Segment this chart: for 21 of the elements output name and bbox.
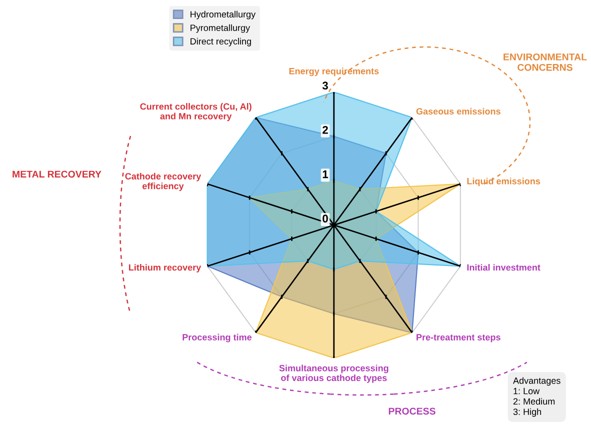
legend-label: Direct recycling (190, 38, 251, 46)
spoke-label: Gaseous emissions (416, 108, 500, 115)
spoke-label: Energy requirements (289, 68, 379, 76)
y-tick-label: 2 (322, 126, 328, 134)
legend-label: Pyrometallurgy (190, 24, 250, 33)
text: ENVIRONMENTAL CONCERNS (504, 53, 587, 71)
spoke-label: Pre-treatment steps (416, 334, 500, 342)
legend-label: Hydrometallurgy (190, 10, 256, 20)
spoke-label: Processing time (182, 334, 252, 342)
spoke-label: Initial investment (467, 264, 540, 271)
text: PROCESS (388, 408, 436, 415)
y-tick-label: 0 (322, 214, 328, 222)
y-tick-label: 1 (322, 170, 328, 178)
y-tick-label: 3 (322, 82, 328, 90)
spoke-label: Lithium recovery (128, 264, 202, 272)
text: METAL RECOVERY (12, 170, 102, 178)
spoke-label: Cathode recovery efficiency (125, 172, 202, 191)
spoke-label: Simultaneous processing of various cathode types (279, 364, 388, 383)
spoke-label: Liquid emissions (467, 178, 540, 186)
spoke-label: Current collectors (Cu, Al) and Mn recovery (140, 103, 252, 122)
text: Advantages 1: Low 2: Medium 3: High (513, 377, 560, 417)
